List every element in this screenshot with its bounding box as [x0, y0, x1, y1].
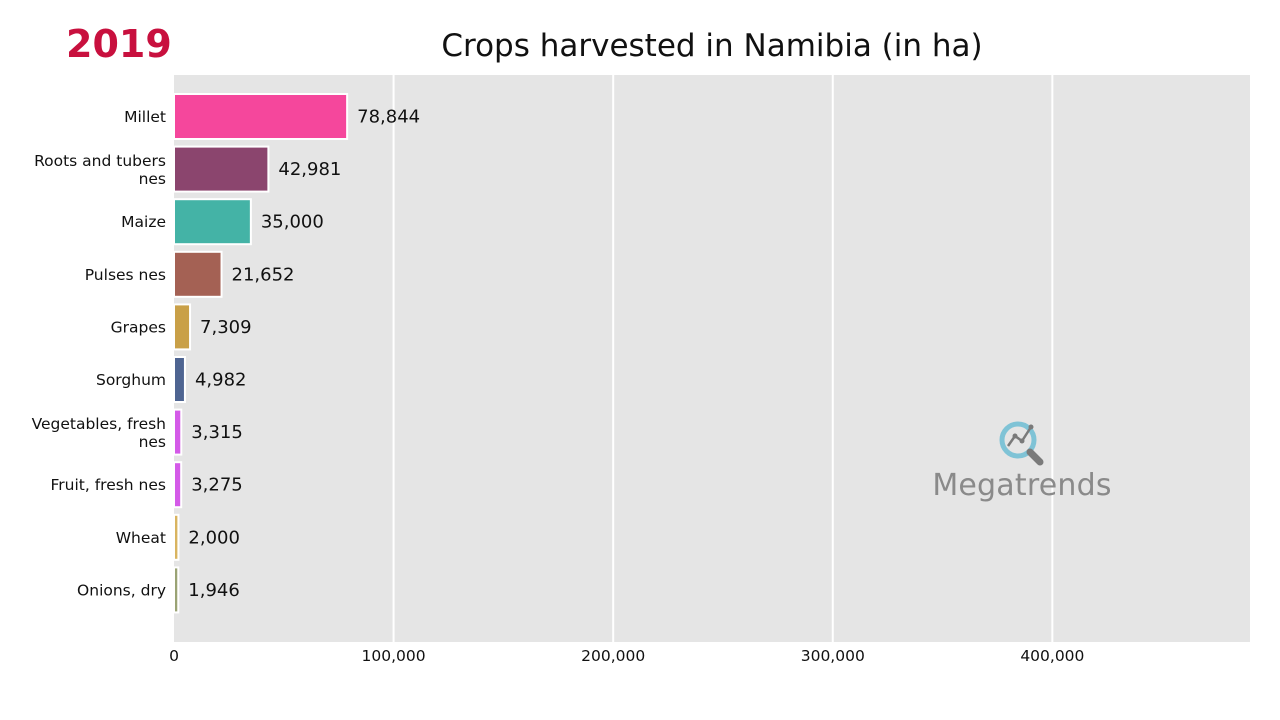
category-label: Fruit, fresh nes — [50, 476, 166, 494]
value-label: 42,981 — [278, 159, 341, 180]
value-label: 2,000 — [188, 527, 240, 548]
category-label: Millet — [124, 108, 166, 126]
value-label: 78,844 — [357, 107, 420, 128]
magnifier-trend-icon — [999, 421, 1044, 466]
category-label: Wheat — [116, 529, 166, 547]
category-label: Vegetables, fresh nes — [32, 415, 166, 451]
watermark-text: Megatrends — [932, 468, 1112, 503]
bar — [173, 408, 183, 456]
value-labels: 78,844 42,981 35,000 21,652 7,309 4,982 3,315 3… — [188, 107, 420, 601]
category-label: Onions, dry — [77, 581, 166, 599]
x-tick-label: 100,000 — [362, 647, 426, 665]
value-label: 35,000 — [261, 212, 324, 233]
bar — [173, 356, 186, 403]
bar — [173, 93, 349, 140]
bar — [173, 250, 223, 298]
category-label: Pulses nes — [85, 266, 166, 284]
value-label: 3,315 — [191, 422, 243, 443]
category-label: Maize — [121, 213, 166, 231]
bar — [173, 513, 180, 561]
chart-title: Crops harvested in Namibia (in ha) — [441, 28, 983, 64]
bar — [173, 303, 192, 351]
bar — [173, 461, 183, 509]
year-label: 2019 — [66, 22, 172, 66]
bar — [173, 198, 252, 246]
value-label: 1,946 — [188, 580, 240, 601]
x-tick-label: 400,000 — [1020, 647, 1084, 665]
x-tick-label: 300,000 — [801, 647, 865, 665]
category-label: Roots and tubers nes — [34, 152, 166, 188]
value-label: 4,982 — [195, 370, 247, 391]
megatrends-watermark: Megatrends — [930, 418, 1120, 508]
x-tick-label: 200,000 — [581, 647, 645, 665]
x-axis-ticks: 0 100,000 200,000 300,000 400,000 — [169, 647, 1084, 665]
bar — [173, 566, 180, 614]
category-label: Sorghum — [96, 371, 166, 389]
value-label: 21,652 — [232, 264, 295, 285]
category-label: Grapes — [111, 318, 166, 336]
x-tick-label: 0 — [169, 647, 179, 665]
bar — [173, 145, 270, 193]
bars — [173, 93, 349, 614]
gridlines — [392, 75, 1054, 642]
value-label: 3,275 — [191, 475, 243, 496]
plot-background — [174, 75, 1250, 642]
category-labels: Millet Roots and tubers nes Maize Pulses nes… — [32, 108, 166, 599]
value-label: 7,309 — [200, 317, 252, 338]
